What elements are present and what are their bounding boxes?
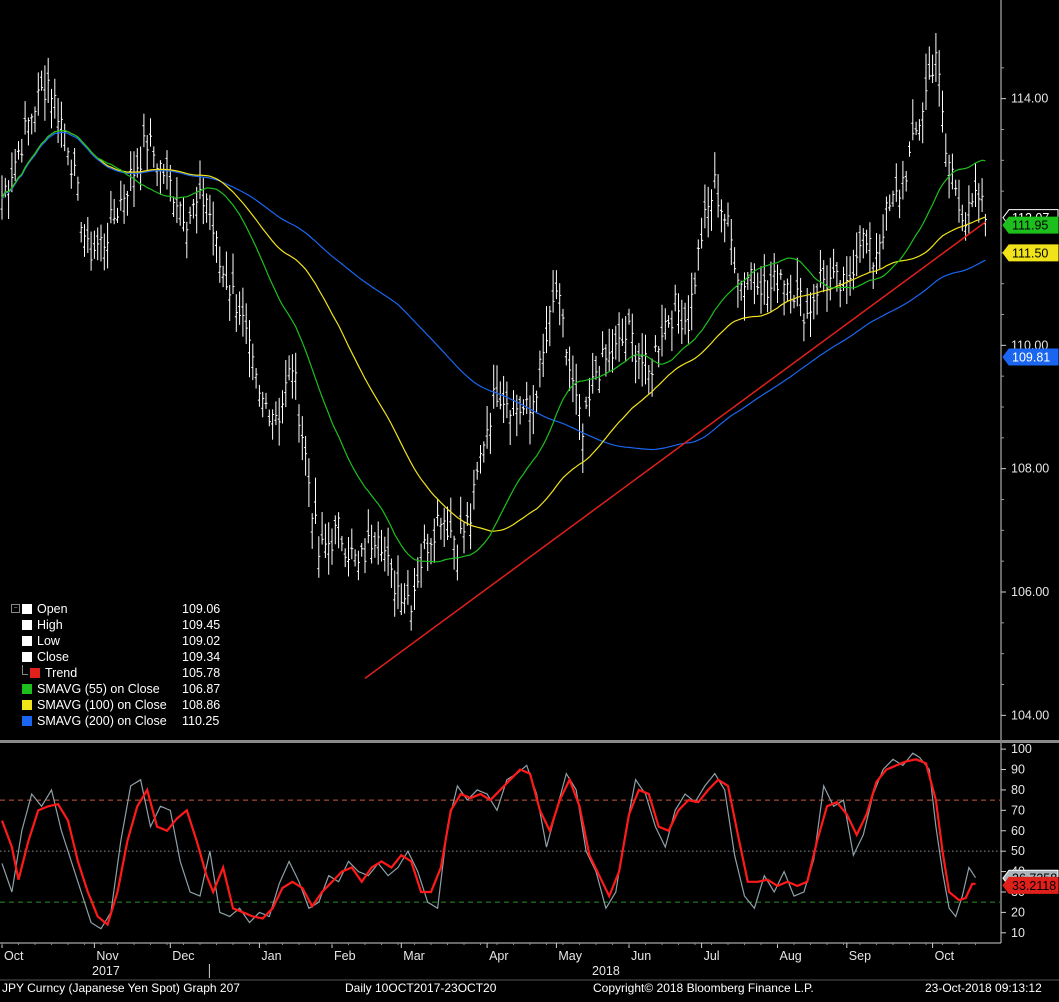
- month-label: Jun: [631, 949, 651, 963]
- price-last-value-tag: [1002, 244, 1059, 262]
- legend-swatch-close: [22, 652, 32, 662]
- oscillator-tick-label: 50: [1011, 844, 1025, 858]
- month-label: Jan: [261, 949, 281, 963]
- legend-label-high: High: [37, 618, 63, 632]
- month-label: Nov: [96, 949, 119, 963]
- oscillator-tick-label: 80: [1011, 783, 1025, 797]
- legend-swatch-high: [22, 620, 32, 630]
- legend-label-sma200: SMAVG (200) on Close: [37, 714, 167, 728]
- legend-swatch-low: [22, 636, 32, 646]
- sma100-line: [1, 129, 986, 532]
- price-last-value-tag-label: 109.81: [1012, 351, 1050, 365]
- oscillator-tick-label: 10: [1011, 926, 1025, 940]
- price-last-value-tag: [1002, 348, 1059, 366]
- month-label: Aug: [780, 949, 802, 963]
- legend-label-sma55: SMAVG (55) on Close: [37, 682, 160, 696]
- price-last-value-tag: [1002, 216, 1059, 234]
- month-label: May: [558, 949, 582, 963]
- legend-swatch-sma200: [22, 716, 32, 726]
- price-tick-label: 108.00: [1011, 462, 1049, 476]
- legend: − Open 109.06 High 109.45 Low 109.02 Clo…: [8, 601, 228, 729]
- legend-value-close: 109.34: [182, 650, 221, 664]
- legend-row-sma200: SMAVG (200) on Close 110.25: [8, 713, 228, 729]
- month-label: Jul: [704, 949, 720, 963]
- price-tick-label: 104.00: [1011, 708, 1049, 722]
- legend-swatch-trend: [30, 668, 40, 678]
- legend-row-sma100: SMAVG (100) on Close 108.86: [8, 697, 228, 713]
- legend-label-trend: Trend: [45, 666, 78, 680]
- legend-row-open: − Open 109.06: [8, 601, 228, 617]
- oscillator-last-value-tag-label: 33.2118: [1012, 879, 1056, 893]
- oscillator-tick-label: 60: [1011, 824, 1025, 838]
- legend-value-open: 109.06: [182, 602, 221, 616]
- legend-value-low: 109.02: [182, 634, 221, 648]
- month-label: Oct: [935, 949, 955, 963]
- legend-label-sma100: SMAVG (100) on Close: [37, 698, 167, 712]
- price-tick-label: 114.00: [1011, 92, 1048, 106]
- legend-label-low: Low: [37, 634, 60, 648]
- panel-divider: [0, 740, 1059, 743]
- footer-date-range: Daily 10OCT2017-23OCT20: [345, 981, 497, 995]
- footer-timestamp: 23-Oct-2018 09:13:12: [925, 981, 1042, 995]
- month-label: Dec: [172, 949, 194, 963]
- collapse-tree-icon[interactable]: −: [11, 604, 20, 613]
- year-label: 2018: [592, 964, 620, 978]
- month-label: Feb: [334, 949, 356, 963]
- legend-row-close: Close 109.34: [8, 649, 228, 665]
- legend-row-low: Low 109.02: [8, 633, 228, 649]
- legend-value-trend: 105.78: [182, 666, 221, 680]
- legend-row-high: High 109.45: [8, 617, 228, 633]
- footer-bar: JPY Curncy (Japanese Yen Spot) Graph 207…: [0, 980, 1059, 997]
- price-tick-label: 106.00: [1011, 585, 1049, 599]
- year-label: 2017: [92, 964, 120, 978]
- price-last-value-tag-label: 111.95: [1012, 219, 1048, 233]
- oscillator-tick-label: 70: [1011, 803, 1025, 817]
- legend-row-sma55: SMAVG (55) on Close 106.87: [8, 681, 228, 697]
- oscillator-tick-label: 90: [1011, 763, 1025, 777]
- tree-branch-icon: [22, 665, 28, 675]
- oscillator-tick-label: 20: [1011, 905, 1025, 919]
- oscillator-tick-label: 100: [1011, 742, 1032, 756]
- legend-value-sma55: 106.87: [182, 682, 221, 696]
- oscillator-slow-line: [0, 758, 976, 927]
- legend-value-sma200: 110.25: [182, 714, 220, 728]
- sma200-line: [1, 131, 986, 451]
- month-label: Mar: [403, 949, 425, 963]
- trend-line: [364, 221, 986, 679]
- legend-swatch-sma55: [22, 684, 32, 694]
- footer-copyright: Copyright© 2018 Bloomberg Finance L.P.: [593, 981, 814, 995]
- legend-value-sma100: 108.86: [182, 698, 221, 712]
- month-label: Apr: [489, 949, 508, 963]
- legend-row-trend: Trend 105.78: [8, 665, 228, 681]
- month-label: Sep: [849, 949, 871, 963]
- legend-swatch-sma100: [22, 700, 32, 710]
- legend-swatch-open: [22, 604, 32, 614]
- sma55-line: [1, 129, 986, 563]
- legend-label-close: Close: [37, 650, 69, 664]
- legend-value-high: 109.45: [182, 618, 221, 632]
- oscillator-last-value-tag: [1002, 876, 1059, 894]
- price-last-value-tag-label: 111.50: [1012, 246, 1048, 260]
- footer-security-title: JPY Curncy (Japanese Yen Spot) Graph 207: [2, 981, 240, 995]
- legend-label-open: Open: [37, 602, 68, 616]
- month-label: Oct: [4, 949, 24, 963]
